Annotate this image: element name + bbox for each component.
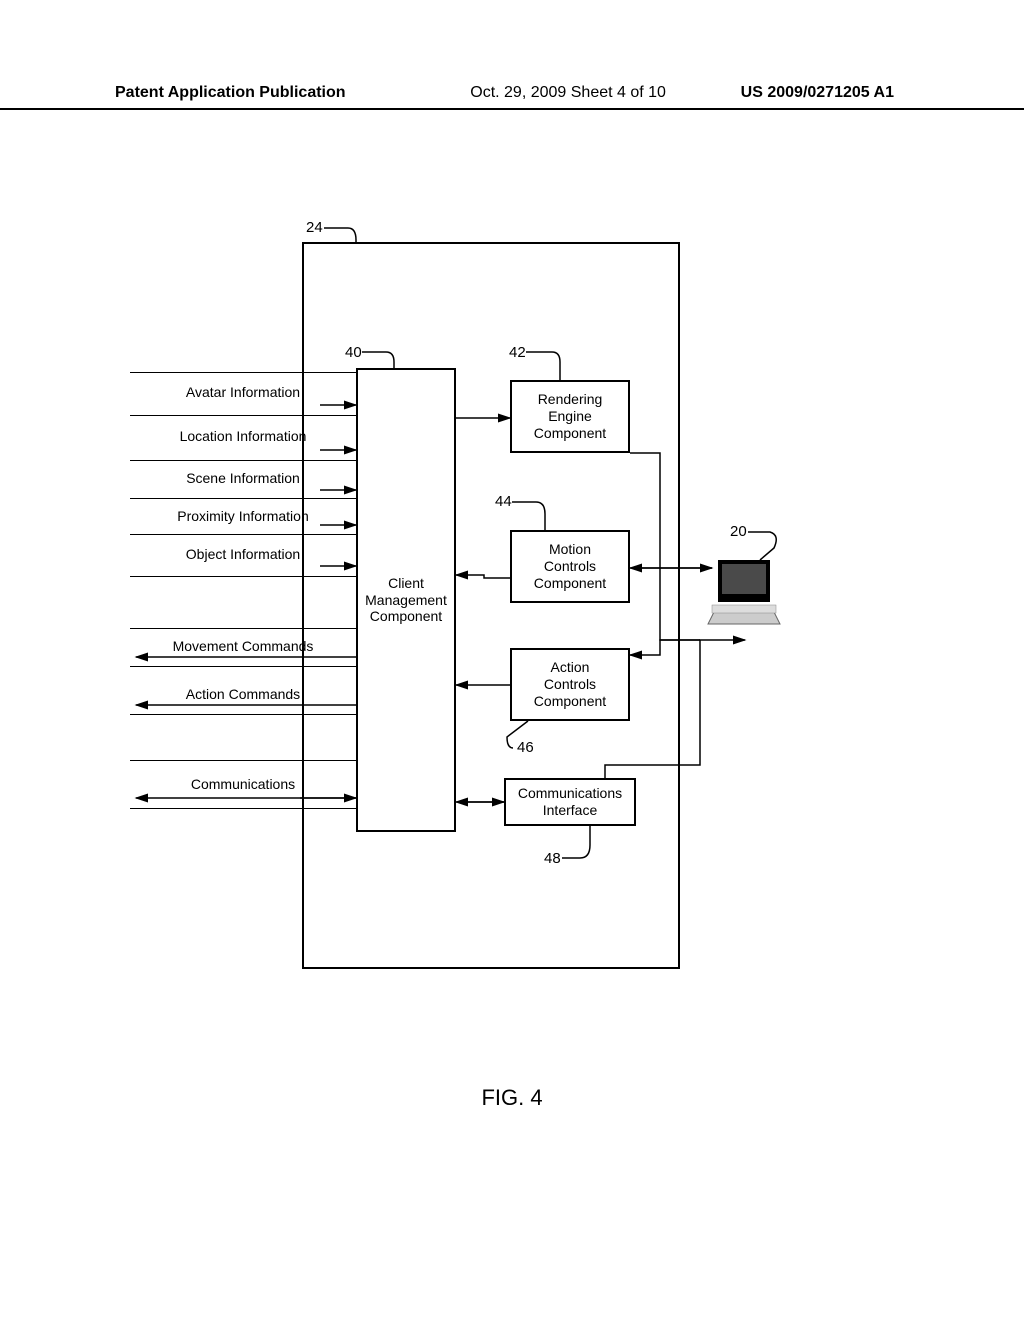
arrows-overlay [0, 0, 1024, 1320]
figure-caption: FIG. 4 [0, 1085, 1024, 1111]
diagram: Client Management Component Rendering En… [0, 0, 1024, 1320]
